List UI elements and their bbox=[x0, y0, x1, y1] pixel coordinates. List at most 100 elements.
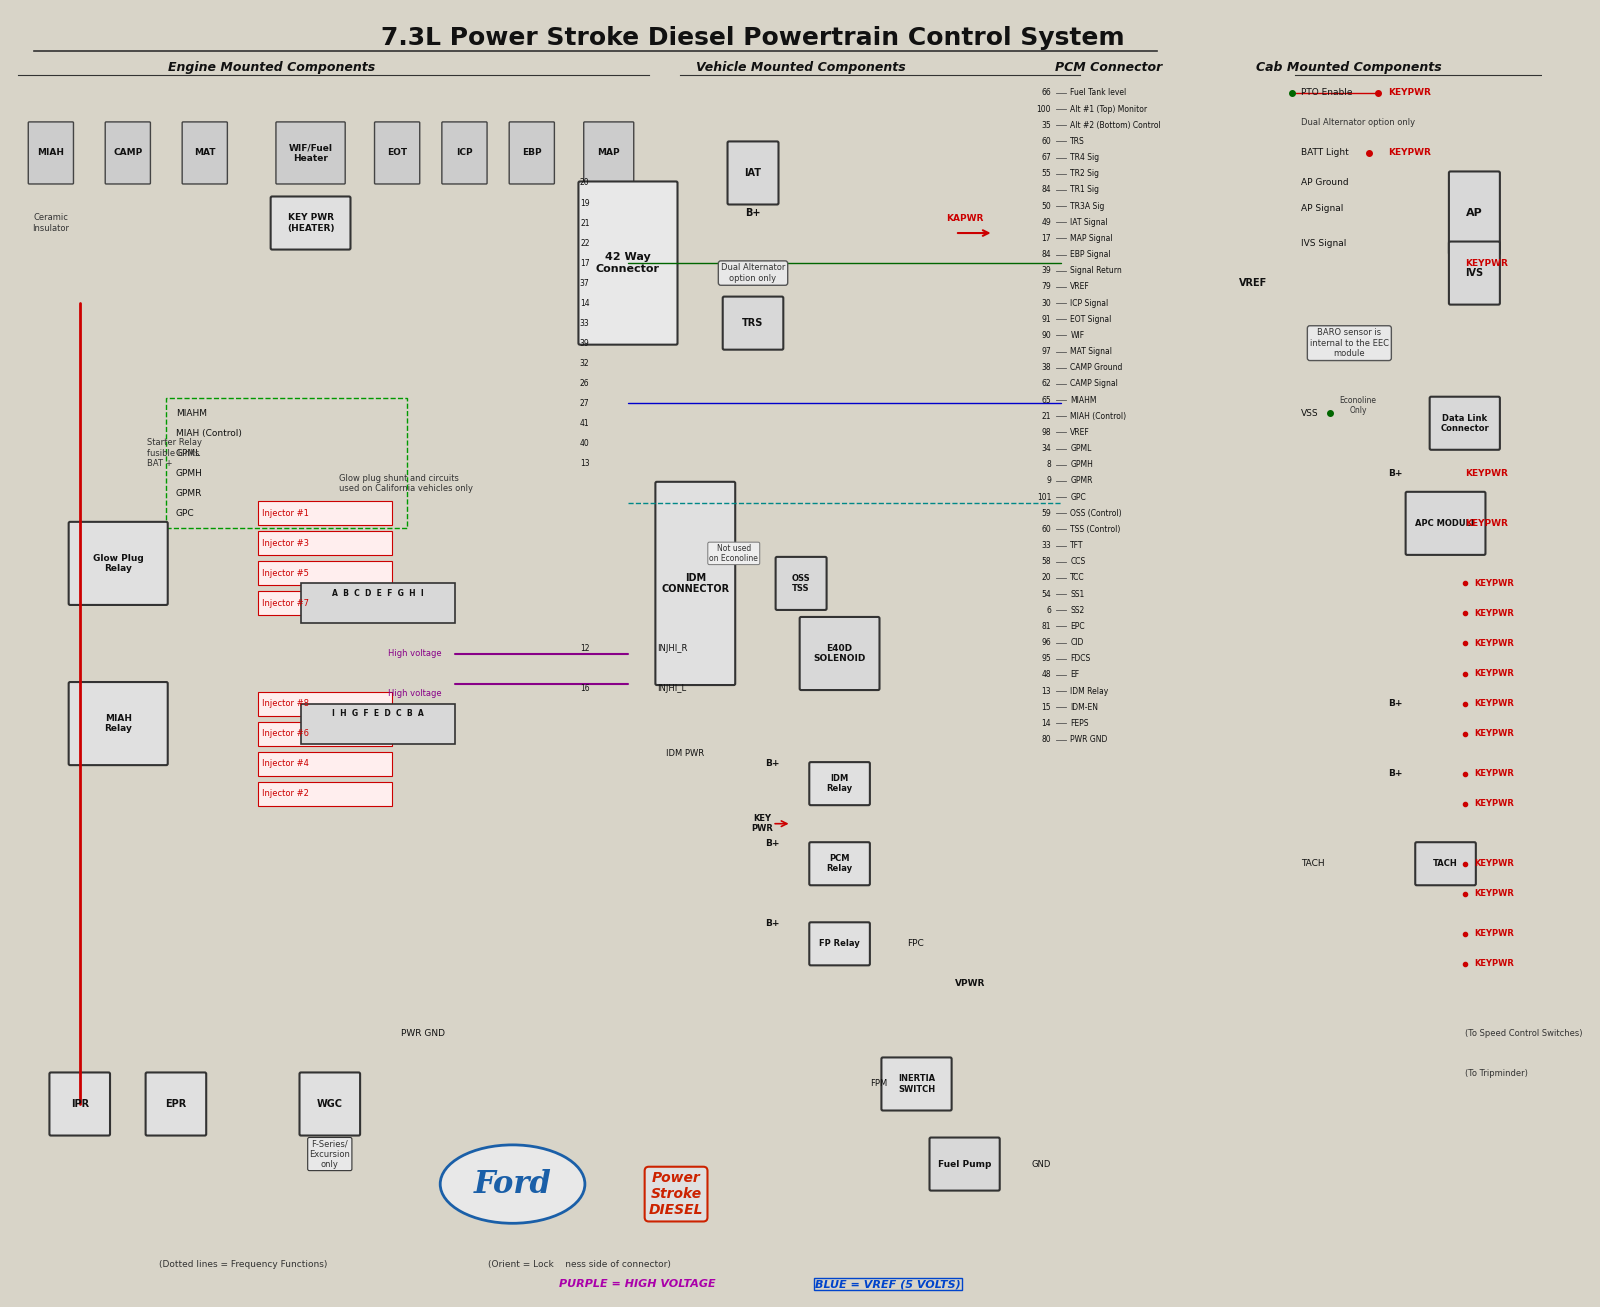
FancyBboxPatch shape bbox=[69, 682, 168, 765]
Text: I  H  G  F  E  D  C  B  A: I H G F E D C B A bbox=[333, 710, 424, 718]
Text: 62: 62 bbox=[1042, 379, 1051, 388]
Text: MAT: MAT bbox=[194, 149, 216, 157]
Text: 26: 26 bbox=[579, 379, 589, 388]
Text: 13: 13 bbox=[1042, 686, 1051, 695]
Text: TRS: TRS bbox=[742, 318, 763, 328]
Text: EF: EF bbox=[1070, 670, 1080, 680]
Text: B+: B+ bbox=[1387, 769, 1402, 778]
Text: FEPS: FEPS bbox=[1070, 719, 1090, 728]
Text: Dual Alternator option only: Dual Alternator option only bbox=[1301, 119, 1416, 127]
Text: Starter Relay
fusible Links
BAT +: Starter Relay fusible Links BAT + bbox=[147, 438, 202, 468]
Text: 27: 27 bbox=[579, 399, 589, 408]
Text: TSS (Control): TSS (Control) bbox=[1070, 525, 1120, 535]
Text: IPR: IPR bbox=[70, 1099, 88, 1110]
Text: AP: AP bbox=[1466, 208, 1483, 218]
FancyBboxPatch shape bbox=[50, 1073, 110, 1136]
Text: FDCS: FDCS bbox=[1070, 655, 1091, 663]
Text: BARO sensor is
internal to the EEC
module: BARO sensor is internal to the EEC modul… bbox=[1310, 328, 1389, 358]
Text: 39: 39 bbox=[1042, 267, 1051, 276]
Text: 84: 84 bbox=[1042, 186, 1051, 195]
Text: GPMR: GPMR bbox=[1070, 477, 1093, 485]
FancyBboxPatch shape bbox=[930, 1137, 1000, 1191]
Text: 84: 84 bbox=[1042, 250, 1051, 259]
Text: MAT Signal: MAT Signal bbox=[1070, 348, 1112, 356]
FancyBboxPatch shape bbox=[656, 482, 736, 685]
Text: 17: 17 bbox=[579, 259, 589, 268]
Text: KEYPWR: KEYPWR bbox=[1474, 959, 1514, 968]
Text: MIAH: MIAH bbox=[37, 149, 64, 157]
Text: EOT: EOT bbox=[387, 149, 406, 157]
Text: VPWR: VPWR bbox=[955, 979, 986, 988]
FancyBboxPatch shape bbox=[810, 762, 870, 805]
FancyBboxPatch shape bbox=[810, 923, 870, 966]
Text: A  B  C  D  E  F  G  H  I: A B C D E F G H I bbox=[333, 589, 424, 597]
Text: CAMP: CAMP bbox=[114, 149, 142, 157]
Text: 91: 91 bbox=[1042, 315, 1051, 324]
Text: 90: 90 bbox=[1042, 331, 1051, 340]
Text: IVS Signal: IVS Signal bbox=[1301, 239, 1347, 247]
Text: Ford: Ford bbox=[474, 1168, 552, 1200]
Text: KEYPWR: KEYPWR bbox=[1474, 609, 1514, 618]
Text: 55: 55 bbox=[1042, 169, 1051, 178]
Text: 17: 17 bbox=[1042, 234, 1051, 243]
Text: (Orient = Lock    ness side of connector): (Orient = Lock ness side of connector) bbox=[488, 1260, 672, 1269]
Text: AP Signal: AP Signal bbox=[1301, 204, 1344, 213]
Bar bbox=[258, 592, 392, 616]
Text: 60: 60 bbox=[1042, 137, 1051, 146]
Text: FPC: FPC bbox=[907, 940, 923, 949]
Text: 41: 41 bbox=[579, 418, 589, 427]
Bar bbox=[258, 502, 392, 525]
Text: EPR: EPR bbox=[165, 1099, 187, 1110]
Text: KEYPWR: KEYPWR bbox=[1464, 519, 1507, 528]
Text: 42 Way
Connector: 42 Way Connector bbox=[595, 252, 659, 274]
Text: GPC: GPC bbox=[1070, 493, 1086, 502]
FancyBboxPatch shape bbox=[776, 557, 827, 610]
Text: 79: 79 bbox=[1042, 282, 1051, 291]
Bar bbox=[258, 562, 392, 586]
Text: 59: 59 bbox=[1042, 508, 1051, 518]
Text: 60: 60 bbox=[1042, 525, 1051, 535]
Text: 20: 20 bbox=[579, 179, 589, 187]
Text: PCM Connector: PCM Connector bbox=[1056, 61, 1163, 74]
Text: KEYPWR: KEYPWR bbox=[1474, 769, 1514, 778]
Text: IDM Relay: IDM Relay bbox=[1070, 686, 1109, 695]
Text: KEYPWR: KEYPWR bbox=[1464, 469, 1507, 478]
Text: GPML: GPML bbox=[176, 448, 202, 457]
Text: INERTIA
SWITCH: INERTIA SWITCH bbox=[898, 1074, 934, 1094]
Text: Engine Mounted Components: Engine Mounted Components bbox=[168, 61, 376, 74]
FancyBboxPatch shape bbox=[810, 842, 870, 885]
Text: ICP: ICP bbox=[456, 149, 472, 157]
Text: MAP Signal: MAP Signal bbox=[1070, 234, 1114, 243]
Text: MIAHM: MIAHM bbox=[1070, 396, 1098, 405]
Text: B+: B+ bbox=[746, 208, 760, 218]
Text: 67: 67 bbox=[1042, 153, 1051, 162]
FancyBboxPatch shape bbox=[882, 1057, 952, 1111]
Text: 14: 14 bbox=[579, 298, 589, 307]
FancyBboxPatch shape bbox=[106, 122, 150, 184]
Text: 20: 20 bbox=[1042, 574, 1051, 583]
Text: 19: 19 bbox=[579, 199, 589, 208]
FancyBboxPatch shape bbox=[270, 196, 350, 250]
Text: B+: B+ bbox=[1387, 469, 1402, 478]
Text: VREF: VREF bbox=[1070, 282, 1090, 291]
Text: Injector #7: Injector #7 bbox=[262, 599, 309, 608]
FancyBboxPatch shape bbox=[374, 122, 419, 184]
Text: 101: 101 bbox=[1037, 493, 1051, 502]
Text: 40: 40 bbox=[579, 439, 589, 448]
Bar bbox=[166, 399, 406, 528]
Text: 32: 32 bbox=[579, 358, 589, 367]
Text: VREF: VREF bbox=[1070, 427, 1090, 437]
Text: KEYPWR: KEYPWR bbox=[1474, 699, 1514, 708]
Text: KEYPWR: KEYPWR bbox=[1387, 149, 1430, 157]
Text: 98: 98 bbox=[1042, 427, 1051, 437]
Text: 49: 49 bbox=[1042, 218, 1051, 226]
FancyBboxPatch shape bbox=[299, 1073, 360, 1136]
Text: 37: 37 bbox=[579, 278, 589, 288]
Text: 81: 81 bbox=[1042, 622, 1051, 631]
Text: 22: 22 bbox=[581, 239, 589, 247]
Text: 80: 80 bbox=[1042, 735, 1051, 744]
Text: GPMH: GPMH bbox=[176, 469, 203, 478]
Text: EPC: EPC bbox=[1070, 622, 1085, 631]
Text: INJHI_L: INJHI_L bbox=[658, 684, 686, 693]
Text: KEYPWR: KEYPWR bbox=[1474, 639, 1514, 648]
